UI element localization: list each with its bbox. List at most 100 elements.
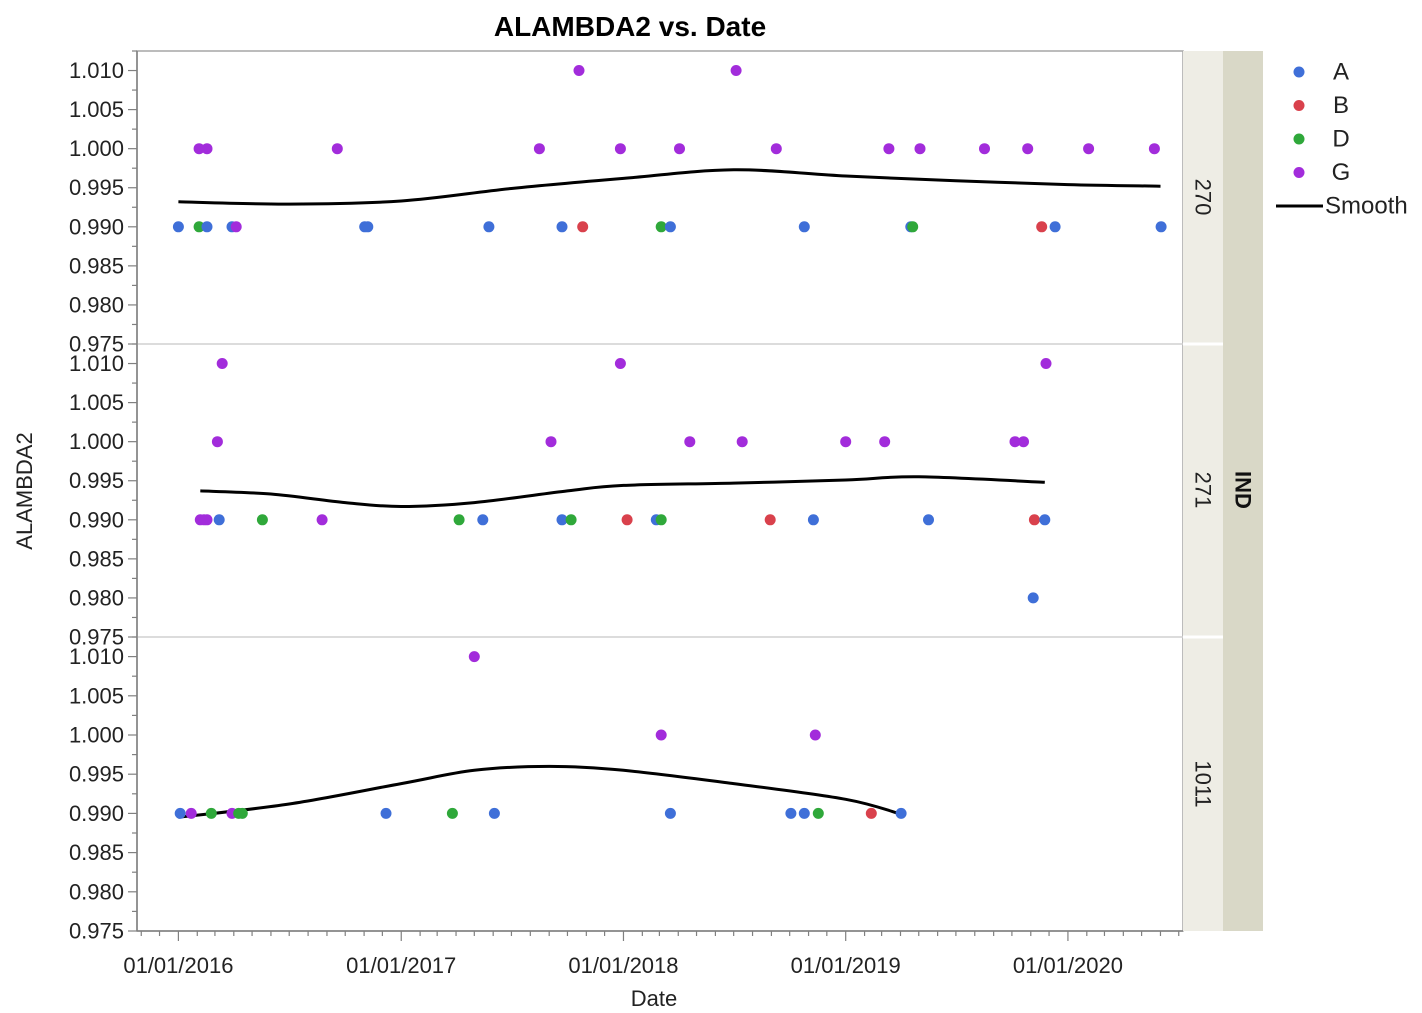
strip-column: 270 271 1011 IND	[1183, 51, 1263, 931]
marker-A	[362, 221, 374, 233]
marker-G	[883, 143, 895, 155]
marker-B	[577, 221, 589, 233]
y-tick-label: 0.975	[69, 919, 124, 944]
marker-G	[684, 436, 696, 448]
marker-G	[573, 65, 585, 76]
smooth-lines	[178, 168, 1161, 819]
legend-label: A	[1333, 59, 1349, 86]
marker-G	[1083, 143, 1095, 155]
y-tick-label: 0.985	[69, 840, 124, 865]
y-tick-label: 1.005	[69, 683, 124, 708]
marker-G	[1018, 436, 1029, 448]
marker-A	[895, 807, 907, 819]
smooth-line-271	[200, 475, 1045, 509]
marker-D	[812, 807, 824, 819]
smooth-line-270	[178, 168, 1161, 206]
y-tick-label: 0.990	[69, 214, 124, 239]
marker-G	[201, 143, 213, 155]
group-label: IND	[1231, 471, 1256, 509]
group-strip	[1223, 51, 1263, 931]
marker-G	[979, 143, 990, 155]
marker-D	[205, 807, 217, 819]
marker-G	[201, 514, 213, 526]
marker-A	[477, 514, 489, 526]
marker-G	[730, 65, 742, 76]
legend-label: D	[1332, 126, 1349, 153]
marker-A	[923, 514, 934, 526]
y-tick-label: 0.995	[69, 468, 124, 493]
marker-D	[655, 514, 667, 526]
legend-marker-G	[1293, 167, 1305, 178]
marker-D	[236, 807, 248, 819]
y-tick-label: 0.995	[69, 175, 124, 200]
marker-B	[865, 807, 877, 819]
marker-A	[556, 514, 568, 526]
y-axis-title: ALAMBDA2	[12, 432, 37, 549]
marker-G	[614, 143, 626, 155]
marker-A	[483, 221, 495, 233]
marker-G	[1022, 143, 1034, 155]
x-axis-title: Date	[631, 986, 677, 1011]
marker-A	[798, 807, 810, 819]
marker-A	[664, 807, 676, 819]
y-tick-label: 1.000	[69, 136, 124, 161]
y-tick-label: 0.985	[69, 546, 124, 571]
marker-G	[809, 729, 821, 741]
x-axis: 01/01/2016 01/01/2017 01/01/2018 01/01/2019…	[123, 930, 1183, 978]
x-tick-label: 01/01/2020	[1013, 953, 1123, 978]
marker-D	[565, 514, 577, 526]
marker-G	[468, 651, 480, 663]
x-tick-label: 01/01/2019	[791, 953, 901, 978]
y-tick-label: 1.010	[69, 58, 124, 83]
legend-marker-D	[1293, 133, 1305, 145]
y-tick-label: 1.000	[69, 429, 124, 454]
y-tick-label: 0.990	[69, 507, 124, 532]
marker-G	[1040, 358, 1052, 369]
marker-D	[907, 221, 919, 233]
marker-D	[446, 807, 458, 819]
legend-marker-B	[1293, 100, 1305, 111]
marker-D	[655, 221, 667, 233]
marker-B	[1036, 221, 1048, 233]
y-tick-label: 1.000	[69, 723, 124, 748]
marker-G	[185, 807, 197, 819]
marker-A	[1039, 514, 1051, 526]
panel-label-271: 271	[1191, 472, 1216, 509]
marker-G	[770, 143, 782, 155]
marker-A	[1049, 221, 1061, 233]
marker-G	[533, 143, 545, 155]
marker-A	[556, 221, 568, 233]
y-tick-label: 0.990	[69, 801, 124, 826]
marker-G	[840, 436, 852, 448]
smooth-line-1011	[178, 764, 902, 819]
marker-G	[211, 436, 223, 448]
y-tick-label: 0.985	[69, 253, 124, 278]
marker-A	[1027, 592, 1039, 604]
marker-A	[380, 807, 392, 819]
marker-G	[193, 143, 205, 155]
x-tick-label: 01/01/2018	[568, 953, 678, 978]
marker-A	[785, 807, 797, 819]
marker-G	[216, 358, 228, 369]
marker-G	[230, 221, 242, 233]
marker-B	[764, 514, 776, 526]
chart-title: ALAMBDA2 vs. Date	[494, 11, 766, 42]
y-tick-label: 0.995	[69, 762, 124, 787]
legend-marker-A	[1293, 66, 1305, 78]
y-tick-label: 0.975	[69, 625, 124, 650]
marker-G	[914, 143, 926, 155]
marker-A	[172, 221, 184, 233]
marker-G	[1009, 436, 1021, 448]
y-axes: 1.010 1.005 1.000 0.995 0.990 0.985 0.980 0.975…	[69, 50, 138, 944]
marker-G	[614, 358, 626, 369]
y-tick-label: 1.010	[69, 351, 124, 376]
marker-A	[174, 807, 186, 819]
marker-D	[453, 514, 465, 526]
strip-background	[1183, 51, 1223, 931]
data-markers	[172, 65, 1167, 819]
legend-label: G	[1332, 159, 1351, 186]
marker-G	[674, 143, 685, 155]
marker-A	[201, 221, 213, 233]
